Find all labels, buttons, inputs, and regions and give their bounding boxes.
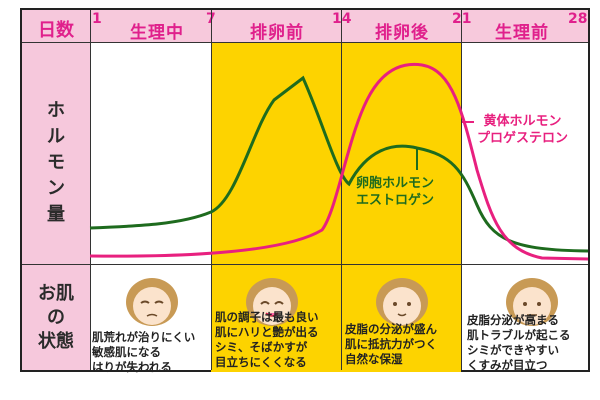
skin-state-pre-menstrual: 皮脂分泌が高まる 肌トラブルが起こる シミができやすい くすみが目立つ <box>467 313 571 372</box>
grid-line <box>90 10 91 370</box>
face-icon-happy <box>246 278 298 326</box>
label-column <box>22 10 90 370</box>
progesterone-label: 黄体ホルモン プロゲステロン <box>477 114 569 146</box>
hormone-amount-label: ホ ル モ ン 量 <box>47 100 65 225</box>
grid-line <box>22 264 588 265</box>
grid-line <box>211 10 212 370</box>
day-label: 日数 <box>38 20 74 41</box>
grid-line <box>461 10 462 370</box>
day-7: 7 <box>206 11 216 27</box>
skin-state-post-ovulation: 皮脂の分泌が盛ん 肌に抵抗力がつく 自然な保湿 <box>345 322 437 366</box>
hormone-curves <box>89 62 588 261</box>
day-1: 1 <box>92 11 102 27</box>
skin-state-pre-ovulation: 肌の調子は最も良い 肌にハリと艶が出る シミ、そばかすが 目立ちにくくなる <box>215 310 319 369</box>
phase-pre-ovulation: 排卵前 <box>250 23 304 43</box>
cycle-diagram: 日数 1 7 14 21 28 生理中 排卵前 排卵後 生理前 ホ ル モ ン … <box>20 8 590 374</box>
phase-post-ovulation: 排卵後 <box>375 23 429 43</box>
day-28: 28 <box>568 11 588 27</box>
phase-pre-menstrual: 生理前 <box>495 23 549 43</box>
grid-line <box>22 42 588 43</box>
phase-menstruation: 生理中 <box>130 23 184 43</box>
face-icon-calm <box>376 278 428 326</box>
face-icon-troubled <box>506 278 558 326</box>
progesterone-curve <box>89 62 588 261</box>
skin-state-menstruation: 肌荒れが治りにくい 敏感肌になる はりが失われる <box>92 330 196 374</box>
header-band <box>90 10 588 42</box>
estrogen-curve <box>89 75 588 253</box>
skin-state-label: お肌 の 状態 <box>38 283 74 352</box>
estrogen-label: 卵胞ホルモン エストロゲン <box>356 176 435 208</box>
face-icon-tired <box>126 278 178 326</box>
grid-line <box>341 10 342 370</box>
